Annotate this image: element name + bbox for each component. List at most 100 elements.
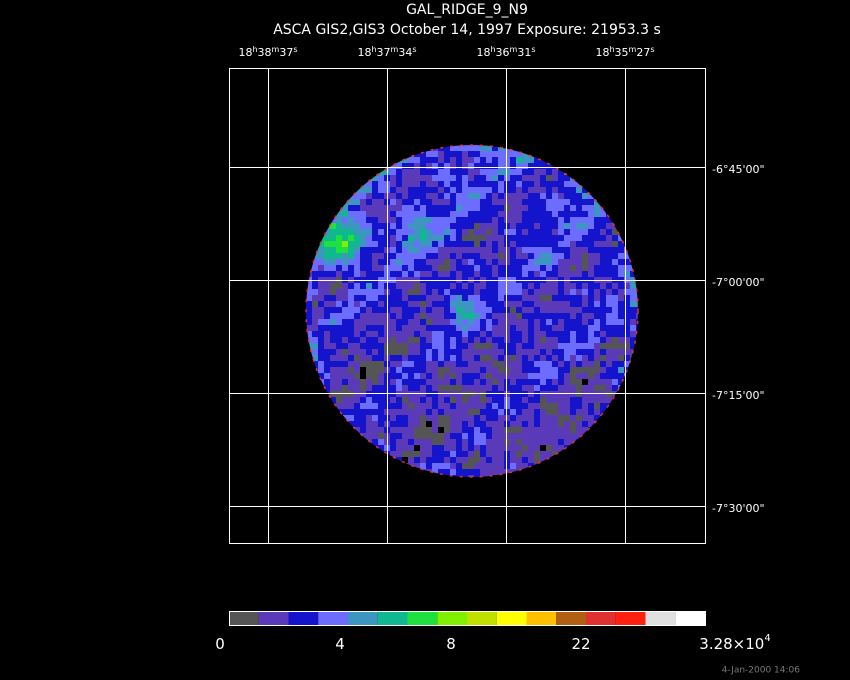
- pixel: [396, 199, 402, 205]
- pixel: [552, 169, 558, 175]
- pixel: [366, 187, 372, 193]
- pixel: [576, 199, 582, 205]
- pixel: [546, 349, 552, 355]
- pixel: [372, 427, 378, 433]
- pixel: [522, 355, 528, 361]
- pixel: [432, 361, 438, 367]
- pixel: [318, 241, 324, 247]
- pixel: [510, 427, 516, 433]
- pixel: [390, 385, 396, 391]
- pixel: [438, 181, 444, 187]
- pixel: [576, 343, 582, 349]
- pixel: [414, 205, 420, 211]
- pixel: [402, 421, 408, 427]
- pixel: [450, 427, 456, 433]
- pixel: [402, 193, 408, 199]
- pixel: [372, 379, 378, 385]
- pixel: [438, 409, 444, 415]
- pixel: [492, 163, 498, 169]
- pixel: [456, 253, 462, 259]
- pixel: [336, 355, 342, 361]
- pixel: [354, 259, 360, 265]
- pixel: [402, 217, 408, 223]
- pixel: [606, 325, 612, 331]
- pixel: [498, 355, 504, 361]
- pixel: [450, 451, 456, 457]
- pixel: [444, 409, 450, 415]
- pixel: [546, 307, 552, 313]
- pixel: [492, 157, 498, 163]
- pixel: [378, 175, 384, 181]
- pixel: [570, 433, 576, 439]
- pixel: [468, 331, 474, 337]
- pixel: [348, 397, 354, 403]
- pixel: [540, 385, 546, 391]
- pixel: [606, 229, 612, 235]
- pixel: [486, 307, 492, 313]
- pixel: [522, 451, 528, 457]
- pixel: [516, 451, 522, 457]
- pixel: [576, 307, 582, 313]
- pixel: [528, 223, 534, 229]
- pixel: [474, 421, 480, 427]
- pixel: [432, 457, 438, 463]
- pixel: [396, 163, 402, 169]
- pixel: [402, 319, 408, 325]
- pixel: [318, 355, 324, 361]
- pixel: [618, 319, 624, 325]
- pixel: [630, 325, 636, 331]
- pixel: [468, 415, 474, 421]
- pixel: [492, 169, 498, 175]
- pixel: [450, 343, 456, 349]
- pixel: [342, 211, 348, 217]
- pixel: [408, 259, 414, 265]
- pixel: [552, 307, 558, 313]
- pixel: [336, 343, 342, 349]
- pixel: [510, 403, 516, 409]
- pixel: [444, 433, 450, 439]
- ra-part: h: [371, 45, 376, 54]
- pixel: [402, 415, 408, 421]
- pixel: [540, 229, 546, 235]
- pixel: [546, 271, 552, 277]
- pixel: [624, 253, 630, 259]
- pixel: [600, 319, 606, 325]
- pixel: [318, 283, 324, 289]
- pixel: [480, 307, 486, 313]
- pixel: [318, 361, 324, 367]
- pixel: [564, 427, 570, 433]
- pixel: [438, 361, 444, 367]
- pixel: [570, 193, 576, 199]
- pixel: [546, 451, 552, 457]
- pixel: [354, 319, 360, 325]
- pixel: [372, 325, 378, 331]
- pixel: [474, 295, 480, 301]
- pixel: [618, 265, 624, 271]
- ra-label: 18h37m34s: [357, 45, 416, 60]
- pixel: [324, 307, 330, 313]
- pixel: [372, 241, 378, 247]
- pixel: [612, 235, 618, 241]
- pixel: [468, 193, 474, 199]
- pixel: [354, 205, 360, 211]
- pixel: [528, 169, 534, 175]
- pixel: [588, 229, 594, 235]
- pixel: [432, 379, 438, 385]
- colorbar-swatch: [258, 611, 289, 625]
- pixel: [456, 157, 462, 163]
- pixel: [438, 157, 444, 163]
- pixel: [426, 331, 432, 337]
- pixel: [324, 331, 330, 337]
- pixel: [348, 229, 354, 235]
- colorbar-label: 4: [335, 635, 345, 653]
- pixel: [540, 247, 546, 253]
- pixel: [456, 247, 462, 253]
- pixel: [330, 331, 336, 337]
- pixel: [474, 361, 480, 367]
- pixel: [408, 451, 414, 457]
- pixel: [516, 385, 522, 391]
- pixel: [606, 217, 612, 223]
- pixel: [564, 343, 570, 349]
- pixel: [600, 361, 606, 367]
- pixel: [528, 157, 534, 163]
